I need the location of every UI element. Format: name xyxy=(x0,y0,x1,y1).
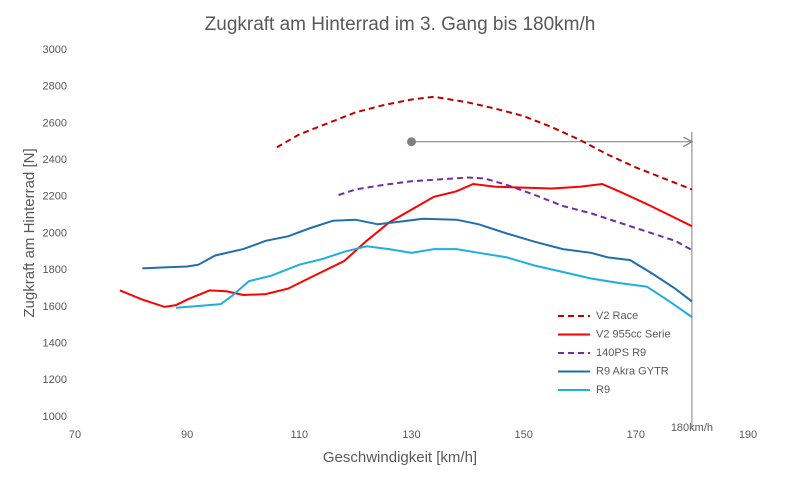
series-line xyxy=(119,182,693,308)
legend-label: V2 Race xyxy=(596,310,638,322)
y-tick-label: 2000 xyxy=(43,227,67,239)
y-tick-label: 1600 xyxy=(43,301,67,313)
x-tick-label: 150 xyxy=(514,429,532,441)
x-axis-title: Geschwindigkeit [km/h] xyxy=(323,449,477,466)
legend-label: 140PS R9 xyxy=(596,347,646,359)
legend-label: R9 Akra GYTR xyxy=(596,365,669,377)
y-axis-title: Zugkraft am Hinterrad [N] xyxy=(21,148,38,317)
y-tick-label: 1400 xyxy=(43,338,67,350)
x-tick-label: 170 xyxy=(627,429,645,441)
legend-label: R9 xyxy=(596,384,610,396)
y-tick-label: 1000 xyxy=(43,411,67,423)
x-tick-label: 70 xyxy=(69,429,81,441)
x-tick-label: 190 xyxy=(739,429,757,441)
series-line xyxy=(142,217,693,303)
series-line xyxy=(175,245,693,318)
annotation-label: 180km/h xyxy=(671,422,713,434)
series-line xyxy=(338,176,693,251)
y-tick-label: 2200 xyxy=(43,191,67,203)
legend-label: V2 955cc Serie xyxy=(596,328,671,340)
y-tick-label: 3000 xyxy=(43,44,67,56)
y-tick-label: 1200 xyxy=(43,374,67,386)
y-tick-label: 2800 xyxy=(43,81,67,93)
series-line xyxy=(276,95,693,191)
y-tick-label: 1800 xyxy=(43,264,67,276)
x-tick-label: 110 xyxy=(291,429,309,441)
annotation-dot xyxy=(407,137,416,147)
y-tick-label: 2400 xyxy=(43,154,67,166)
y-tick-label: 2600 xyxy=(43,117,67,129)
x-tick-label: 90 xyxy=(181,429,193,441)
x-tick-label: 130 xyxy=(402,429,420,441)
chart-title: Zugkraft am Hinterrad im 3. Gang bis 180… xyxy=(205,14,596,35)
